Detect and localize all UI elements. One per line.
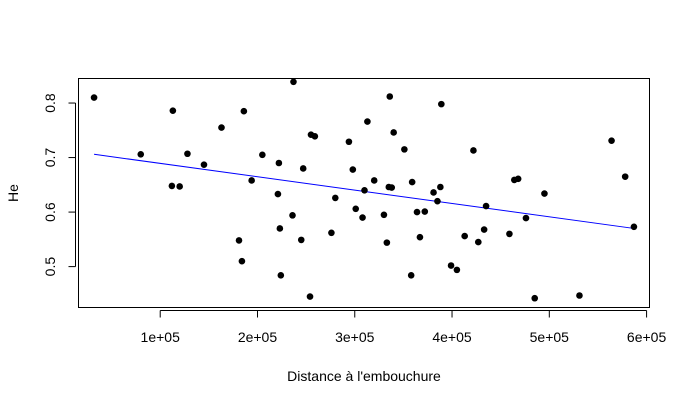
y-tick-label: 0.6: [42, 202, 58, 222]
data-point: [407, 272, 415, 279]
data-point: [276, 225, 284, 232]
x-tick-label: 4e+05: [432, 329, 472, 345]
data-point: [430, 189, 437, 196]
data-point: [176, 183, 183, 190]
data-point: [299, 165, 307, 172]
data-point: [380, 211, 388, 219]
data-point: [531, 294, 539, 302]
data-point: [413, 208, 421, 216]
data-point: [289, 212, 296, 219]
data-point: [352, 205, 360, 213]
data-point: [332, 194, 339, 202]
x-axis-title: Distance à l'embouchure: [287, 368, 441, 384]
data-point: [328, 229, 335, 237]
data-point: [390, 129, 397, 136]
data-point: [169, 107, 177, 114]
data-point: [416, 233, 424, 241]
data-point: [482, 202, 490, 210]
y-tick-label: 0.5: [42, 257, 58, 277]
data-point: [259, 151, 266, 159]
data-point: [480, 226, 488, 233]
data-point: [434, 197, 441, 205]
data-point: [438, 100, 445, 108]
data-point: [240, 107, 248, 115]
data-point: [306, 293, 314, 300]
data-point: [470, 147, 477, 154]
x-tick-label: 1e+05: [141, 329, 181, 345]
data-point: [238, 257, 246, 265]
data-point: [359, 214, 366, 221]
data-point: [401, 146, 408, 153]
data-point: [608, 137, 615, 144]
y-axis: 0.5 0.6 0.7 0.8: [42, 93, 76, 276]
data-point: [576, 292, 583, 299]
data-point: [235, 237, 243, 244]
data-point: [370, 177, 378, 184]
x-tick-label: 3e+05: [335, 329, 375, 345]
plot-box: [78, 78, 650, 308]
data-point: [184, 150, 191, 158]
data-point: [621, 173, 629, 180]
x-tick-label: 2e+05: [238, 329, 278, 345]
x-tick-label: 6e+05: [627, 329, 667, 345]
data-point: [408, 178, 416, 186]
data-point: [168, 182, 176, 190]
data-point: [383, 239, 391, 246]
data-point: [345, 138, 353, 146]
data-point: [248, 177, 255, 184]
y-axis-title: He: [5, 184, 21, 202]
x-axis: 1e+05 2e+05 3e+05 4e+05 5e+05 6e+05: [141, 310, 667, 345]
data-point: [388, 184, 396, 191]
data-point: [297, 236, 305, 244]
data-point: [541, 190, 548, 197]
data-points: [90, 78, 638, 302]
data-point: [421, 208, 429, 215]
data-point: [447, 262, 455, 269]
data-point: [274, 190, 282, 198]
data-point: [506, 230, 513, 238]
data-point: [461, 232, 468, 240]
data-point: [275, 159, 283, 167]
data-point: [437, 183, 444, 191]
data-point: [514, 175, 522, 183]
data-point: [200, 161, 208, 168]
data-point: [349, 166, 357, 173]
data-point: [137, 150, 145, 158]
x-tick-label: 5e+05: [530, 329, 570, 345]
data-point: [630, 223, 638, 231]
data-point: [361, 186, 368, 194]
data-point: [453, 266, 461, 274]
y-tick-label: 0.8: [42, 93, 58, 113]
data-point: [218, 124, 225, 131]
data-point: [364, 118, 371, 125]
y-tick-label: 0.7: [42, 148, 58, 168]
data-point: [311, 132, 319, 140]
data-point: [474, 238, 482, 246]
data-point: [386, 93, 394, 100]
data-point: [290, 78, 297, 86]
data-point: [522, 214, 530, 222]
data-point: [90, 94, 98, 101]
data-point: [277, 272, 285, 279]
